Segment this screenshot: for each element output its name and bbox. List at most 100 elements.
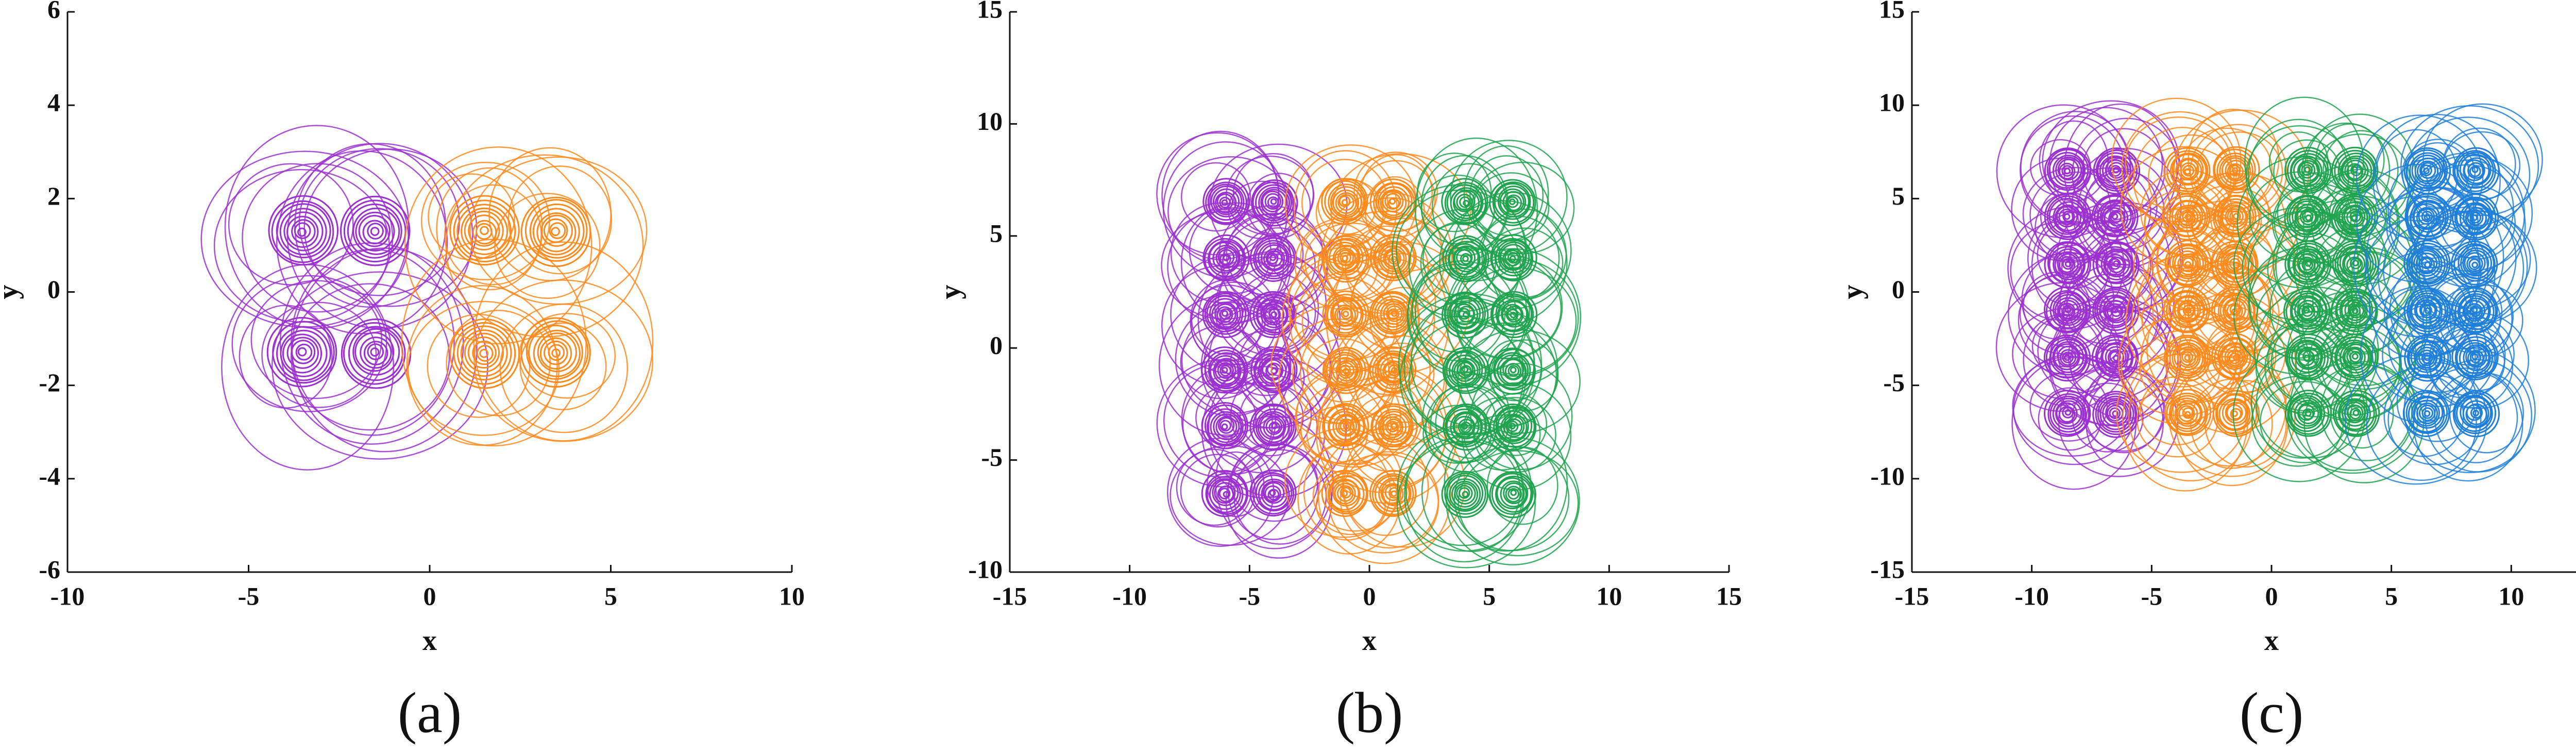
scroll-ring	[1378, 477, 1411, 510]
y-tick-label: 0	[1892, 275, 1905, 304]
scroll-ring	[1494, 352, 1531, 390]
scroll-ring	[2340, 341, 2372, 374]
scroll-ring	[276, 326, 331, 381]
scroll-ring	[1251, 179, 1298, 227]
y-tick-label: -5	[981, 443, 1003, 472]
orbit	[2368, 252, 2472, 360]
scroll-ring	[1391, 423, 1398, 430]
scroll-ring	[1491, 473, 1534, 515]
scroll-ring	[539, 337, 572, 370]
orbit	[1292, 325, 1396, 424]
scroll-ring	[2466, 303, 2483, 320]
scroll-ring	[548, 344, 565, 361]
scroll-ring	[1370, 403, 1418, 450]
scroll-ring	[528, 325, 583, 380]
scroll-ring	[2411, 396, 2444, 429]
scroll-ring	[2408, 395, 2445, 433]
scroll-ring	[1378, 242, 1410, 275]
scroll-ring	[2459, 295, 2491, 327]
scroll	[276, 143, 478, 334]
attractor-series	[401, 146, 654, 447]
scroll-ring	[1460, 253, 1472, 265]
scroll-ring	[2454, 150, 2496, 192]
scroll-ring	[1503, 482, 1525, 505]
scroll-ring	[1342, 310, 1349, 317]
orbit	[2049, 107, 2163, 222]
scroll-ring	[1205, 181, 1247, 224]
scroll-ring	[1217, 362, 1234, 379]
orbit	[2125, 255, 2241, 388]
scroll-ring	[460, 329, 508, 377]
orbit	[2365, 186, 2504, 329]
scroll-ring	[2063, 213, 2071, 220]
orbit	[473, 279, 654, 442]
scroll-ring	[1202, 178, 1250, 225]
scroll-ring	[2471, 261, 2479, 269]
scroll-ring	[1500, 480, 1527, 508]
scroll-ring	[1215, 416, 1238, 438]
scroll-ring	[1507, 252, 1519, 264]
scroll-ring	[1384, 484, 1402, 501]
orbit	[1312, 460, 1398, 532]
scroll-ring	[464, 210, 504, 251]
scroll-ring	[1267, 489, 1280, 501]
scroll-ring	[1330, 298, 1362, 330]
scroll-ring	[2163, 286, 2211, 333]
scroll-ring	[2468, 258, 2481, 271]
scroll-ring	[2106, 303, 2124, 320]
orbit	[2196, 131, 2283, 213]
orbit	[291, 248, 455, 436]
scroll-ring	[2091, 334, 2139, 382]
scroll-ring	[2109, 351, 2121, 363]
scroll-ring	[468, 214, 500, 247]
x-tick-label: 10	[1596, 581, 1622, 610]
orbit	[2270, 320, 2352, 404]
scroll-ring	[1209, 478, 1241, 510]
y-tick-label: 0	[990, 331, 1003, 360]
orbit	[1435, 386, 1506, 459]
scroll-ring	[2043, 286, 2091, 333]
y-tick-label: 15	[977, 0, 1003, 23]
scroll-ring	[1256, 296, 1293, 334]
orbit	[1225, 155, 1315, 236]
scroll-ring	[2466, 255, 2483, 273]
scroll-ring	[1221, 366, 1228, 374]
scroll-ring	[2332, 390, 2380, 437]
scroll-ring	[1337, 194, 1354, 211]
scroll-ring	[2469, 165, 2481, 177]
scroll-ring	[2463, 299, 2485, 322]
scroll-ring	[2226, 404, 2243, 421]
scroll-ring	[1489, 471, 1536, 518]
scroll-ring	[1219, 420, 1231, 432]
scroll-ring	[1270, 198, 1277, 205]
scroll	[1317, 421, 1466, 564]
orbit	[1486, 446, 1558, 525]
orbit	[445, 154, 644, 338]
scroll-ring	[1259, 413, 1286, 440]
scroll-ring	[2099, 200, 2132, 232]
scroll-ring	[1385, 418, 1402, 436]
scroll-ring	[1497, 410, 1529, 442]
scroll-ring	[1219, 364, 1231, 377]
scroll-ring	[352, 328, 400, 376]
orbit	[2387, 374, 2482, 465]
scroll-ring	[1492, 181, 1535, 224]
x-axis-label: x	[422, 625, 437, 657]
scroll-ring	[354, 332, 395, 372]
scroll-ring	[1443, 403, 1490, 451]
y-tick-label: 15	[1879, 0, 1905, 23]
scroll-ring	[2172, 247, 2204, 279]
x-tick-label: 5	[604, 581, 617, 610]
scroll	[1444, 414, 1580, 566]
scroll-ring	[2229, 210, 2241, 223]
scroll-ring	[1270, 311, 1278, 318]
scroll-ring	[2228, 352, 2241, 364]
scroll-ring	[2058, 256, 2076, 273]
scroll-ring	[276, 203, 331, 259]
scroll-ring	[2043, 334, 2091, 382]
scroll-ring	[2452, 147, 2500, 194]
orbit	[494, 193, 601, 299]
scroll-ring	[2288, 395, 2326, 432]
scroll-ring	[2337, 394, 2375, 432]
orbit	[1244, 348, 1305, 407]
